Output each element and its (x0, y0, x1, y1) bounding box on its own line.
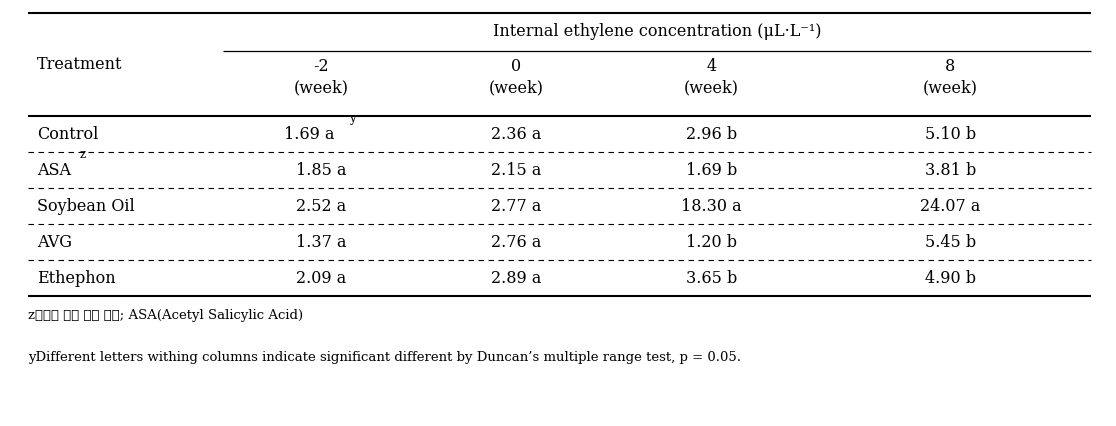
Text: 2.96 b: 2.96 b (686, 126, 737, 143)
Text: ASA: ASA (37, 161, 70, 178)
Text: 1.69 a: 1.69 a (285, 126, 335, 143)
Text: 2.76 a: 2.76 a (491, 233, 541, 250)
Text: 5.10 b: 5.10 b (925, 126, 975, 143)
Text: (week): (week) (684, 79, 739, 96)
Text: 2.77 a: 2.77 a (491, 198, 541, 215)
Text: 3.65 b: 3.65 b (686, 270, 737, 287)
Text: Soybean Oil: Soybean Oil (37, 198, 135, 215)
Text: z수확후 저장 전에 치리; ASA(Acetyl Salicylic Acid): z수확후 저장 전에 치리; ASA(Acetyl Salicylic Acid… (28, 309, 304, 322)
Text: (week): (week) (294, 79, 348, 96)
Text: 1.85 a: 1.85 a (296, 161, 346, 178)
Text: 1.37 a: 1.37 a (296, 233, 346, 250)
Text: 1.69 b: 1.69 b (686, 161, 737, 178)
Text: 5.45 b: 5.45 b (925, 233, 975, 250)
Text: (week): (week) (489, 79, 543, 96)
Text: 2.09 a: 2.09 a (296, 270, 346, 287)
Text: (week): (week) (923, 79, 978, 96)
Text: Ethephon: Ethephon (37, 270, 115, 287)
Text: -2: -2 (312, 58, 329, 75)
Text: 24.07 a: 24.07 a (920, 198, 981, 215)
Text: 2.15 a: 2.15 a (491, 161, 541, 178)
Text: Internal ethylene concentration (μL·L⁻¹): Internal ethylene concentration (μL·L⁻¹) (493, 23, 821, 40)
Text: 0: 0 (511, 58, 521, 75)
Text: Treatment: Treatment (37, 56, 123, 73)
Text: 1.20 b: 1.20 b (686, 233, 737, 250)
Text: AVG: AVG (37, 233, 71, 250)
Text: 4.90 b: 4.90 b (925, 270, 975, 287)
Text: y: y (348, 112, 355, 125)
Text: 18.30 a: 18.30 a (681, 198, 742, 215)
Text: z: z (80, 148, 86, 161)
Text: 2.89 a: 2.89 a (491, 270, 541, 287)
Text: Control: Control (37, 126, 98, 143)
Text: 8: 8 (945, 58, 955, 75)
Text: yDifferent letters withing columns indicate significant different by Duncan’s mu: yDifferent letters withing columns indic… (28, 351, 741, 365)
Text: 2.52 a: 2.52 a (296, 198, 346, 215)
Text: 4: 4 (706, 58, 716, 75)
Text: 3.81 b: 3.81 b (925, 161, 975, 178)
Text: 2.36 a: 2.36 a (491, 126, 541, 143)
